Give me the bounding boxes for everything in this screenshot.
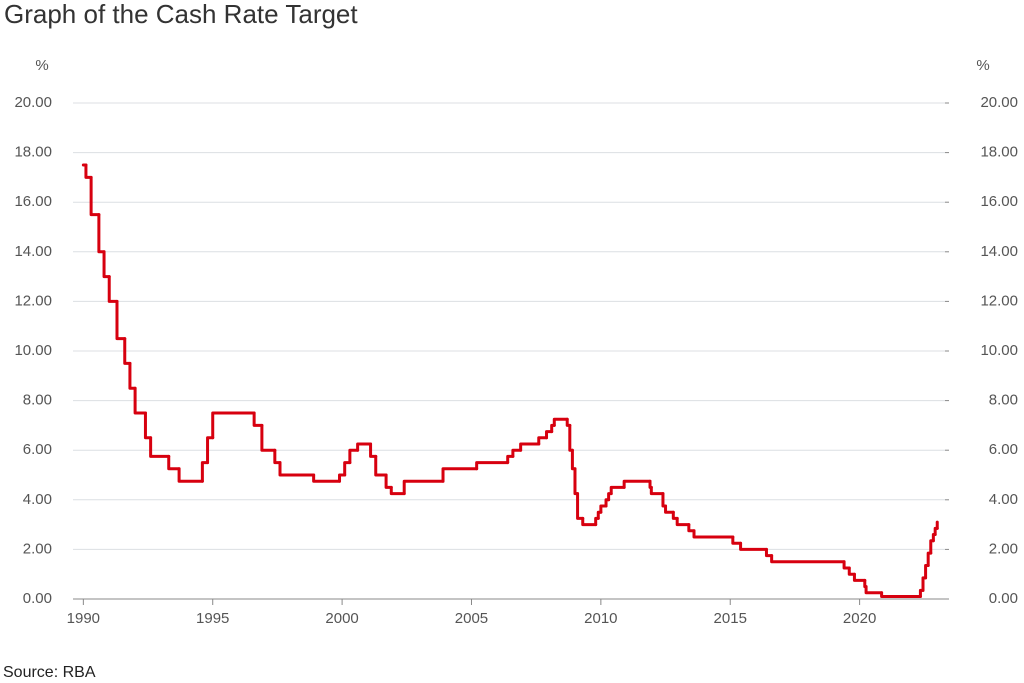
line-step [260, 423, 277, 452]
line-step [133, 386, 147, 415]
y2-tick-label: 18.00 [980, 144, 1018, 161]
line-step [206, 436, 215, 465]
y2-tick-label: 2.00 [989, 540, 1018, 557]
line-step [692, 529, 735, 539]
y2-axis-unit: % [976, 57, 989, 74]
line-step [609, 485, 626, 496]
line-step [576, 492, 585, 520]
line-step [177, 467, 204, 483]
y-tick-label: 18.00 [14, 144, 52, 161]
line-step [687, 523, 696, 533]
line-step [312, 473, 342, 483]
line-step [675, 516, 691, 527]
line-step [506, 454, 515, 465]
line-step [847, 566, 856, 576]
line-step [599, 504, 608, 514]
line-step [149, 436, 171, 458]
line-step [343, 461, 352, 477]
y2-tick-label: 4.00 [989, 491, 1018, 508]
line-step [880, 591, 922, 599]
y2-tick-label: 12.00 [980, 292, 1018, 309]
y2-tick-label: 16.00 [980, 193, 1018, 210]
line-step [89, 175, 101, 217]
line-step [211, 411, 256, 440]
x-tick-label: 2005 [455, 610, 488, 627]
y-tick-label: 2.00 [23, 540, 52, 557]
line-step [338, 473, 347, 483]
y-axis-unit: % [35, 57, 48, 74]
line-step [622, 479, 652, 489]
y-tick-label: 14.00 [14, 243, 52, 260]
line-step [926, 551, 933, 568]
line-step [864, 585, 884, 595]
line-step [568, 423, 574, 452]
line-step [649, 485, 665, 496]
line-step [252, 411, 264, 427]
line-step [369, 442, 378, 458]
y-tick-label: 16.00 [14, 193, 52, 210]
y-tick-label: 0.00 [23, 590, 52, 607]
line-step [921, 576, 928, 592]
line-step [441, 467, 479, 483]
x-tick-label: 2015 [714, 610, 747, 627]
line-step [167, 454, 181, 471]
y-tick-label: 8.00 [23, 392, 52, 409]
line-step [123, 337, 132, 365]
y2-tick-label: 6.00 [989, 441, 1018, 458]
line-step [107, 275, 119, 303]
line-step [519, 442, 541, 452]
line-step [348, 448, 360, 465]
y2-tick-label: 8.00 [989, 392, 1018, 409]
x-tick-label: 2010 [584, 610, 617, 627]
y-tick-label: 4.00 [23, 491, 52, 508]
line-step [84, 163, 93, 179]
line-step [924, 564, 930, 580]
source-note: Source: RBA [3, 664, 96, 681]
y-tick-label: 6.00 [23, 441, 52, 458]
line-step [739, 541, 768, 551]
chart-title: Graph of the Cash Rate Target [4, 0, 358, 29]
line-step [273, 448, 282, 465]
line-step [402, 479, 445, 496]
line-step [97, 213, 106, 254]
line-step [384, 473, 393, 489]
y2-tick-label: 10.00 [980, 342, 1018, 359]
x-tick-label: 2000 [325, 610, 358, 627]
line-step [929, 539, 935, 555]
line-step [102, 250, 111, 279]
line-step [842, 560, 851, 570]
line-step [389, 485, 406, 496]
x-tick-label: 1995 [196, 610, 229, 627]
y-tick-label: 10.00 [14, 342, 52, 359]
line-step [511, 448, 523, 458]
line-step [852, 572, 867, 582]
line-step [664, 504, 675, 514]
line-step [770, 554, 846, 564]
line-step [356, 442, 373, 452]
line-step [573, 467, 580, 496]
line-step [764, 547, 774, 558]
x-tick-label: 2020 [843, 610, 876, 627]
line-step [581, 516, 598, 527]
line-step [475, 461, 510, 471]
line-step [731, 535, 743, 545]
line-step [143, 411, 153, 440]
line-step [278, 461, 316, 477]
line-step [128, 361, 137, 390]
y2-tick-label: 14.00 [980, 243, 1018, 260]
line-step [200, 461, 210, 483]
y-tick-label: 20.00 [14, 94, 52, 111]
line-step [537, 436, 549, 446]
line-step [545, 430, 554, 440]
line-step [115, 299, 127, 341]
line-step [374, 454, 388, 477]
y2-tick-label: 0.00 [989, 590, 1018, 607]
line-step [552, 417, 569, 427]
x-tick-label: 1990 [67, 610, 100, 627]
line-step [570, 448, 577, 471]
y2-tick-label: 20.00 [980, 94, 1018, 111]
y-tick-label: 12.00 [14, 292, 52, 309]
